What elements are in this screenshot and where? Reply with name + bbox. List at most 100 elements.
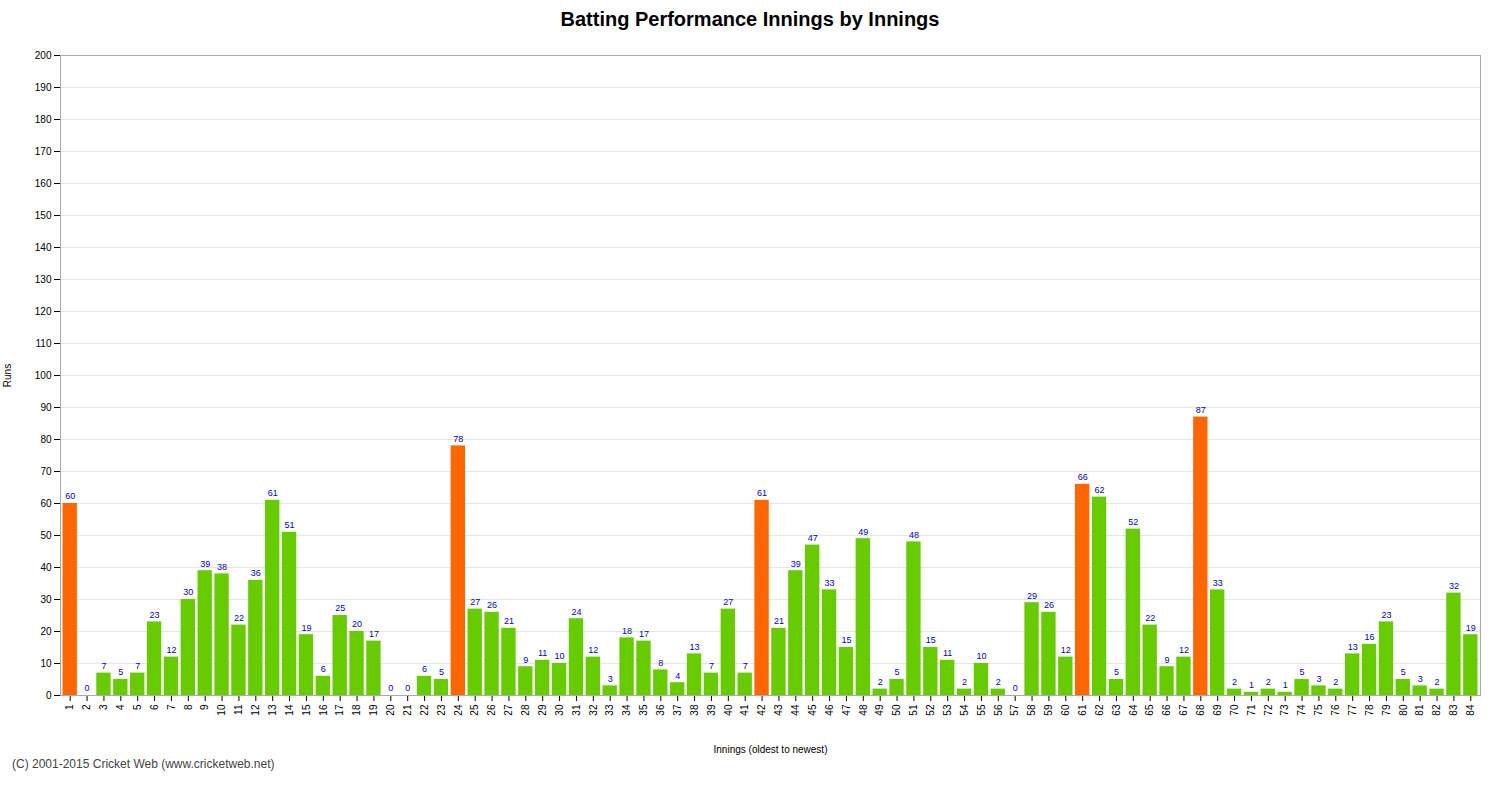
svg-text:80: 80 bbox=[1397, 704, 1408, 716]
svg-text:12: 12 bbox=[1179, 645, 1189, 655]
svg-text:2: 2 bbox=[1333, 677, 1338, 687]
svg-text:47: 47 bbox=[808, 533, 818, 543]
svg-text:2: 2 bbox=[1232, 677, 1237, 687]
svg-text:33: 33 bbox=[1213, 578, 1223, 588]
svg-text:52: 52 bbox=[925, 704, 936, 716]
svg-text:7: 7 bbox=[135, 661, 140, 671]
svg-text:77: 77 bbox=[1347, 704, 1358, 716]
svg-text:69: 69 bbox=[1212, 704, 1223, 716]
svg-text:21: 21 bbox=[402, 704, 413, 716]
svg-text:36: 36 bbox=[655, 704, 666, 716]
svg-text:39: 39 bbox=[200, 559, 210, 569]
svg-text:2: 2 bbox=[1435, 677, 1440, 687]
svg-text:74: 74 bbox=[1296, 704, 1307, 716]
svg-text:59: 59 bbox=[1043, 704, 1054, 716]
svg-text:55: 55 bbox=[976, 704, 987, 716]
svg-text:35: 35 bbox=[638, 704, 649, 716]
svg-text:190: 190 bbox=[35, 82, 52, 93]
svg-text:67: 67 bbox=[1178, 704, 1189, 716]
svg-text:28: 28 bbox=[520, 704, 531, 716]
svg-text:81: 81 bbox=[1414, 704, 1425, 716]
svg-text:71: 71 bbox=[1246, 704, 1257, 716]
svg-text:26: 26 bbox=[1044, 600, 1054, 610]
svg-text:60: 60 bbox=[40, 498, 52, 509]
svg-text:5: 5 bbox=[439, 667, 444, 677]
svg-text:150: 150 bbox=[35, 210, 52, 221]
svg-text:52: 52 bbox=[1128, 517, 1138, 527]
svg-text:13: 13 bbox=[1348, 642, 1358, 652]
svg-text:56: 56 bbox=[993, 704, 1004, 716]
svg-text:64: 64 bbox=[1128, 704, 1139, 716]
svg-text:45: 45 bbox=[807, 704, 818, 716]
svg-text:5: 5 bbox=[132, 704, 143, 710]
svg-text:3: 3 bbox=[1418, 674, 1423, 684]
svg-text:13: 13 bbox=[267, 704, 278, 716]
svg-text:15: 15 bbox=[301, 704, 312, 716]
svg-text:3: 3 bbox=[608, 674, 613, 684]
svg-text:49: 49 bbox=[874, 704, 885, 716]
svg-text:2: 2 bbox=[996, 677, 1001, 687]
svg-text:2: 2 bbox=[962, 677, 967, 687]
svg-text:22: 22 bbox=[234, 613, 244, 623]
svg-text:87: 87 bbox=[1196, 405, 1206, 415]
svg-text:22: 22 bbox=[1145, 613, 1155, 623]
svg-text:17: 17 bbox=[639, 629, 649, 639]
svg-text:130: 130 bbox=[35, 274, 52, 285]
svg-text:170: 170 bbox=[35, 146, 52, 157]
svg-text:16: 16 bbox=[318, 704, 329, 716]
svg-text:25: 25 bbox=[335, 603, 345, 613]
svg-text:73: 73 bbox=[1279, 704, 1290, 716]
svg-text:61: 61 bbox=[268, 488, 278, 498]
svg-text:160: 160 bbox=[35, 178, 52, 189]
svg-text:0: 0 bbox=[388, 683, 393, 693]
svg-text:200: 200 bbox=[35, 50, 52, 61]
svg-text:60: 60 bbox=[1060, 704, 1071, 716]
svg-text:79: 79 bbox=[1381, 704, 1392, 716]
svg-text:12: 12 bbox=[588, 645, 598, 655]
svg-text:26: 26 bbox=[486, 704, 497, 716]
svg-text:18: 18 bbox=[622, 626, 632, 636]
svg-text:44: 44 bbox=[790, 704, 801, 716]
svg-text:23: 23 bbox=[436, 704, 447, 716]
svg-text:27: 27 bbox=[723, 597, 733, 607]
svg-text:49: 49 bbox=[858, 527, 868, 537]
svg-text:1: 1 bbox=[1249, 680, 1254, 690]
svg-text:57: 57 bbox=[1009, 704, 1020, 716]
svg-text:2: 2 bbox=[1266, 677, 1271, 687]
svg-text:62: 62 bbox=[1094, 704, 1105, 716]
svg-text:7: 7 bbox=[101, 661, 106, 671]
svg-text:18: 18 bbox=[351, 704, 362, 716]
svg-text:29: 29 bbox=[537, 704, 548, 716]
svg-text:2: 2 bbox=[81, 704, 92, 710]
svg-text:12: 12 bbox=[166, 645, 176, 655]
svg-text:61: 61 bbox=[757, 488, 767, 498]
svg-text:21: 21 bbox=[774, 616, 784, 626]
svg-text:140: 140 bbox=[35, 242, 52, 253]
svg-text:12: 12 bbox=[250, 704, 261, 716]
svg-text:0: 0 bbox=[1013, 683, 1018, 693]
svg-text:7: 7 bbox=[166, 704, 177, 710]
svg-text:17: 17 bbox=[369, 629, 379, 639]
svg-text:63: 63 bbox=[1111, 704, 1122, 716]
svg-text:5: 5 bbox=[118, 667, 123, 677]
svg-text:78: 78 bbox=[1364, 704, 1375, 716]
svg-text:40: 40 bbox=[723, 704, 734, 716]
svg-text:15: 15 bbox=[841, 635, 851, 645]
svg-text:0: 0 bbox=[46, 690, 52, 701]
svg-text:30: 30 bbox=[40, 594, 52, 605]
svg-text:20: 20 bbox=[385, 704, 396, 716]
svg-text:17: 17 bbox=[334, 704, 345, 716]
svg-text:14: 14 bbox=[284, 704, 295, 716]
svg-text:65: 65 bbox=[1144, 704, 1155, 716]
svg-text:46: 46 bbox=[824, 704, 835, 716]
svg-text:51: 51 bbox=[908, 704, 919, 716]
svg-text:33: 33 bbox=[604, 704, 615, 716]
svg-text:30: 30 bbox=[554, 704, 565, 716]
svg-text:5: 5 bbox=[895, 667, 900, 677]
svg-text:47: 47 bbox=[841, 704, 852, 716]
svg-text:75: 75 bbox=[1313, 704, 1324, 716]
svg-text:84: 84 bbox=[1465, 704, 1476, 716]
svg-text:30: 30 bbox=[183, 587, 193, 597]
svg-text:32: 32 bbox=[588, 704, 599, 716]
svg-text:32: 32 bbox=[1449, 581, 1459, 591]
